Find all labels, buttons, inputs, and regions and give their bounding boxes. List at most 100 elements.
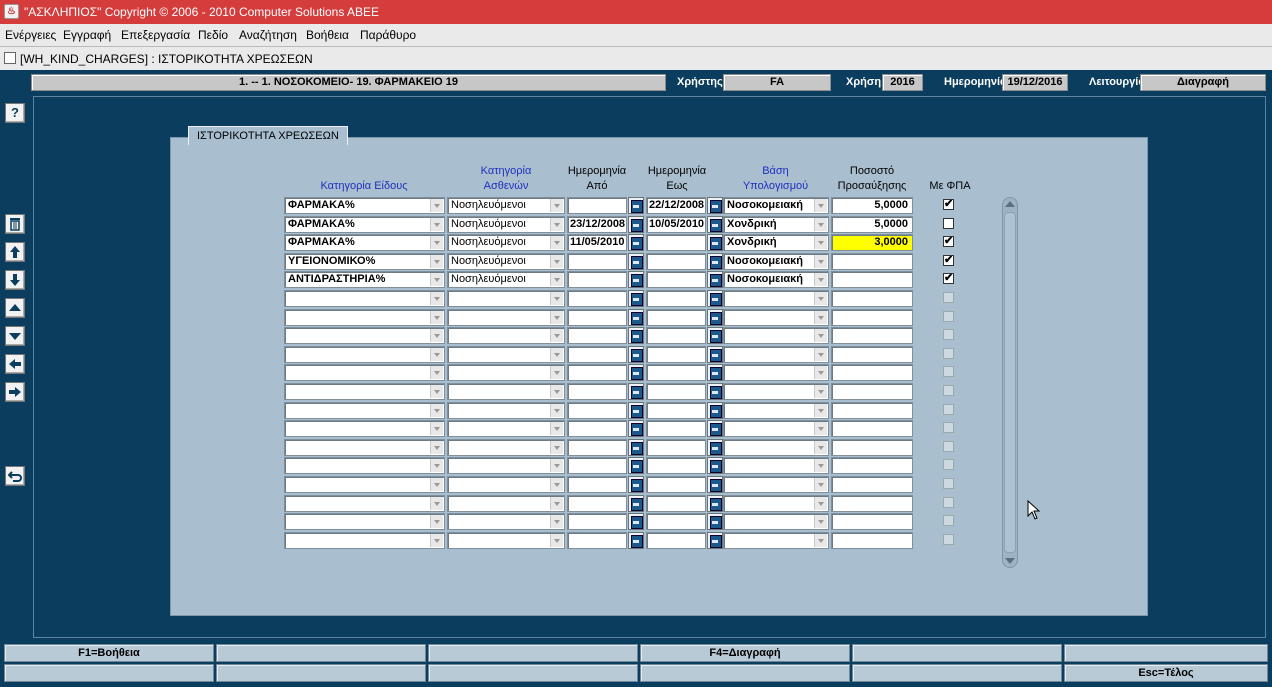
triangle-up-icon[interactable]	[5, 298, 25, 318]
calendar-icon[interactable]	[707, 346, 723, 363]
undo-icon[interactable]	[5, 466, 25, 486]
vat-checkbox[interactable]	[943, 459, 954, 470]
basis-select[interactable]	[723, 532, 829, 549]
calendar-icon[interactable]	[628, 495, 644, 512]
date-from-field[interactable]	[567, 197, 627, 214]
chevron-down-icon[interactable]	[550, 292, 563, 305]
chevron-down-icon[interactable]	[814, 199, 827, 212]
calendar-icon[interactable]	[628, 253, 644, 270]
vat-checkbox[interactable]: ✔	[943, 272, 954, 284]
patient-category-select[interactable]	[447, 327, 565, 344]
calendar-icon[interactable]	[707, 532, 723, 549]
category-select[interactable]	[284, 364, 445, 381]
date-from-field[interactable]	[567, 383, 627, 400]
calendar-icon[interactable]	[628, 346, 644, 363]
calendar-icon[interactable]	[628, 234, 644, 251]
chevron-down-icon[interactable]	[430, 385, 443, 398]
patient-category-select[interactable]	[447, 364, 565, 381]
menu-edit[interactable]: Επεξεργασία	[121, 28, 191, 42]
date-to-field[interactable]	[646, 346, 706, 363]
calendar-icon[interactable]	[628, 271, 644, 288]
calendar-icon[interactable]	[707, 309, 723, 326]
chevron-down-icon[interactable]	[814, 478, 827, 491]
patient-category-select[interactable]	[447, 420, 565, 437]
chevron-down-icon[interactable]	[814, 497, 827, 510]
percentage-field[interactable]	[831, 495, 913, 512]
scroll-down-icon[interactable]	[1005, 558, 1015, 564]
basis-select[interactable]	[723, 402, 829, 419]
calendar-icon[interactable]	[628, 327, 644, 344]
chevron-down-icon[interactable]	[814, 534, 827, 547]
date-from-field[interactable]	[567, 364, 627, 381]
percentage-field[interactable]	[831, 327, 913, 344]
basis-select[interactable]: Νοσοκομειακή	[723, 197, 829, 214]
chevron-down-icon[interactable]	[814, 218, 827, 231]
date-to-field[interactable]	[646, 364, 706, 381]
date-to-field[interactable]	[646, 290, 706, 307]
chevron-down-icon[interactable]	[550, 329, 563, 342]
f4-delete-button[interactable]: F4=Διαγραφή	[640, 644, 850, 662]
calendar-icon[interactable]	[707, 216, 723, 233]
basis-select[interactable]	[723, 327, 829, 344]
menu-record[interactable]: Εγγραφή	[63, 28, 112, 42]
percentage-field[interactable]: 5,0000	[831, 216, 913, 233]
chevron-down-icon[interactable]	[430, 273, 443, 286]
vat-checkbox[interactable]	[943, 218, 954, 229]
percentage-field[interactable]	[831, 346, 913, 363]
vat-checkbox[interactable]	[943, 404, 954, 415]
triangle-down-icon[interactable]	[5, 326, 25, 346]
chevron-down-icon[interactable]	[550, 459, 563, 472]
calendar-icon[interactable]	[707, 253, 723, 270]
vat-checkbox[interactable]: ✔	[943, 198, 954, 210]
date-from-field[interactable]: 11/05/2010	[567, 234, 627, 251]
scroll-up-icon[interactable]	[1005, 201, 1015, 207]
vat-checkbox[interactable]	[943, 422, 954, 433]
arrow-right-icon[interactable]	[5, 382, 25, 402]
arrow-left-icon[interactable]	[5, 354, 25, 374]
vat-checkbox[interactable]	[943, 534, 954, 545]
percentage-field[interactable]	[831, 420, 913, 437]
basis-select[interactable]	[723, 420, 829, 437]
date-to-field[interactable]: 22/12/2008	[646, 197, 706, 214]
chevron-down-icon[interactable]	[814, 515, 827, 528]
basis-select[interactable]	[723, 290, 829, 307]
patient-category-select[interactable]	[447, 402, 565, 419]
calendar-icon[interactable]	[707, 457, 723, 474]
calendar-icon[interactable]	[628, 216, 644, 233]
basis-select[interactable]	[723, 513, 829, 530]
chevron-down-icon[interactable]	[430, 236, 443, 249]
calendar-icon[interactable]	[628, 383, 644, 400]
basis-select[interactable]	[723, 457, 829, 474]
chevron-down-icon[interactable]	[430, 366, 443, 379]
chevron-down-icon[interactable]	[430, 459, 443, 472]
patient-category-select[interactable]	[447, 290, 565, 307]
percentage-field[interactable]	[831, 290, 913, 307]
chevron-down-icon[interactable]	[430, 292, 443, 305]
calendar-icon[interactable]	[707, 327, 723, 344]
percentage-field[interactable]	[831, 532, 913, 549]
patient-category-select[interactable]	[447, 476, 565, 493]
date-from-field[interactable]	[567, 457, 627, 474]
chevron-down-icon[interactable]	[814, 236, 827, 249]
date-from-field[interactable]	[567, 290, 627, 307]
basis-select[interactable]: Νοσοκομειακή	[723, 271, 829, 288]
chevron-down-icon[interactable]	[814, 441, 827, 454]
category-select[interactable]	[284, 420, 445, 437]
calendar-icon[interactable]	[628, 513, 644, 530]
calendar-icon[interactable]	[628, 290, 644, 307]
vat-checkbox[interactable]	[943, 478, 954, 489]
patient-category-select[interactable]: Νοσηλευόμενοι	[447, 234, 565, 251]
date-to-field[interactable]	[646, 271, 706, 288]
basis-select[interactable]: Νοσοκομειακή	[723, 253, 829, 270]
percentage-field[interactable]	[831, 513, 913, 530]
date-from-field[interactable]	[567, 346, 627, 363]
basis-select[interactable]	[723, 476, 829, 493]
fkey-empty-4[interactable]	[1064, 644, 1268, 662]
patient-category-select[interactable]	[447, 346, 565, 363]
date-to-field[interactable]	[646, 402, 706, 419]
category-select[interactable]	[284, 439, 445, 456]
calendar-icon[interactable]	[707, 234, 723, 251]
percentage-field[interactable]	[831, 309, 913, 326]
date-to-field[interactable]	[646, 253, 706, 270]
chevron-down-icon[interactable]	[814, 459, 827, 472]
